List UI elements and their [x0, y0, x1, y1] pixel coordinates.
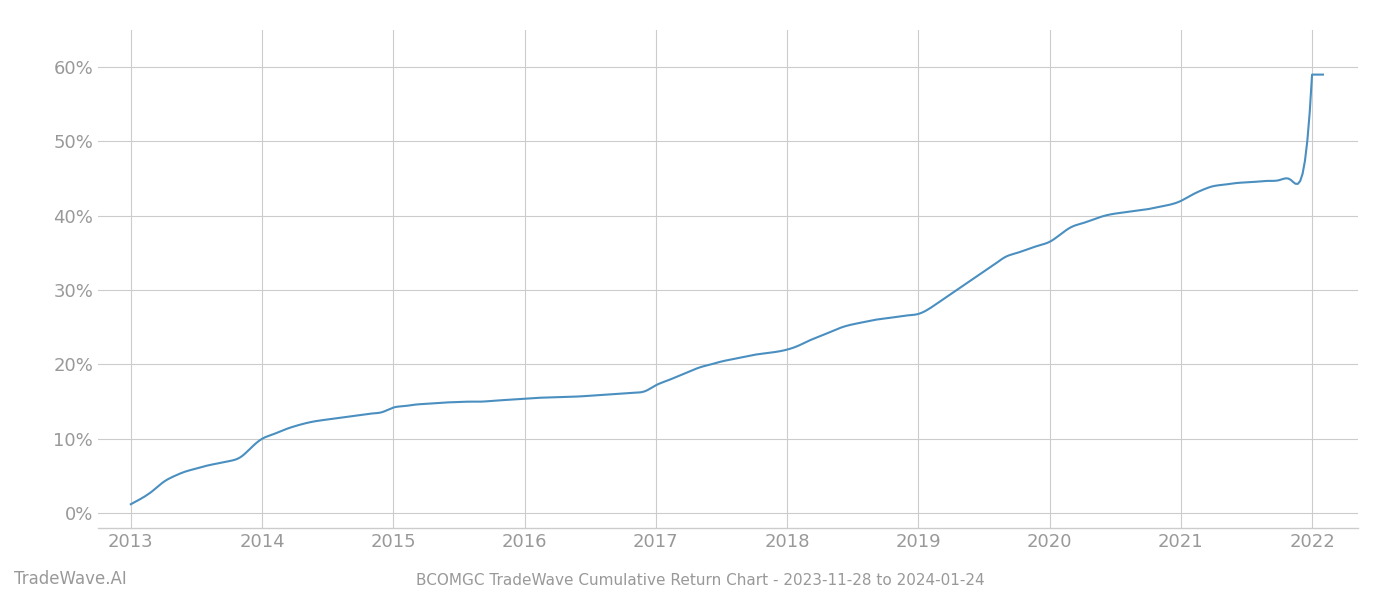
Text: TradeWave.AI: TradeWave.AI — [14, 570, 127, 588]
Text: BCOMGC TradeWave Cumulative Return Chart - 2023-11-28 to 2024-01-24: BCOMGC TradeWave Cumulative Return Chart… — [416, 573, 984, 588]
